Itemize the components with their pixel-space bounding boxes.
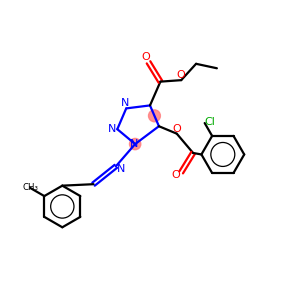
Text: O: O [172, 170, 180, 180]
Text: Cl: Cl [205, 117, 215, 127]
Circle shape [148, 110, 160, 122]
Circle shape [130, 138, 141, 150]
Text: N: N [117, 164, 125, 174]
Text: CH₃: CH₃ [22, 183, 38, 192]
Text: N: N [108, 124, 116, 134]
Text: O: O [177, 70, 186, 80]
Text: O: O [172, 124, 181, 134]
Text: N: N [121, 98, 129, 108]
Text: O: O [142, 52, 151, 62]
Text: N: N [130, 139, 139, 149]
